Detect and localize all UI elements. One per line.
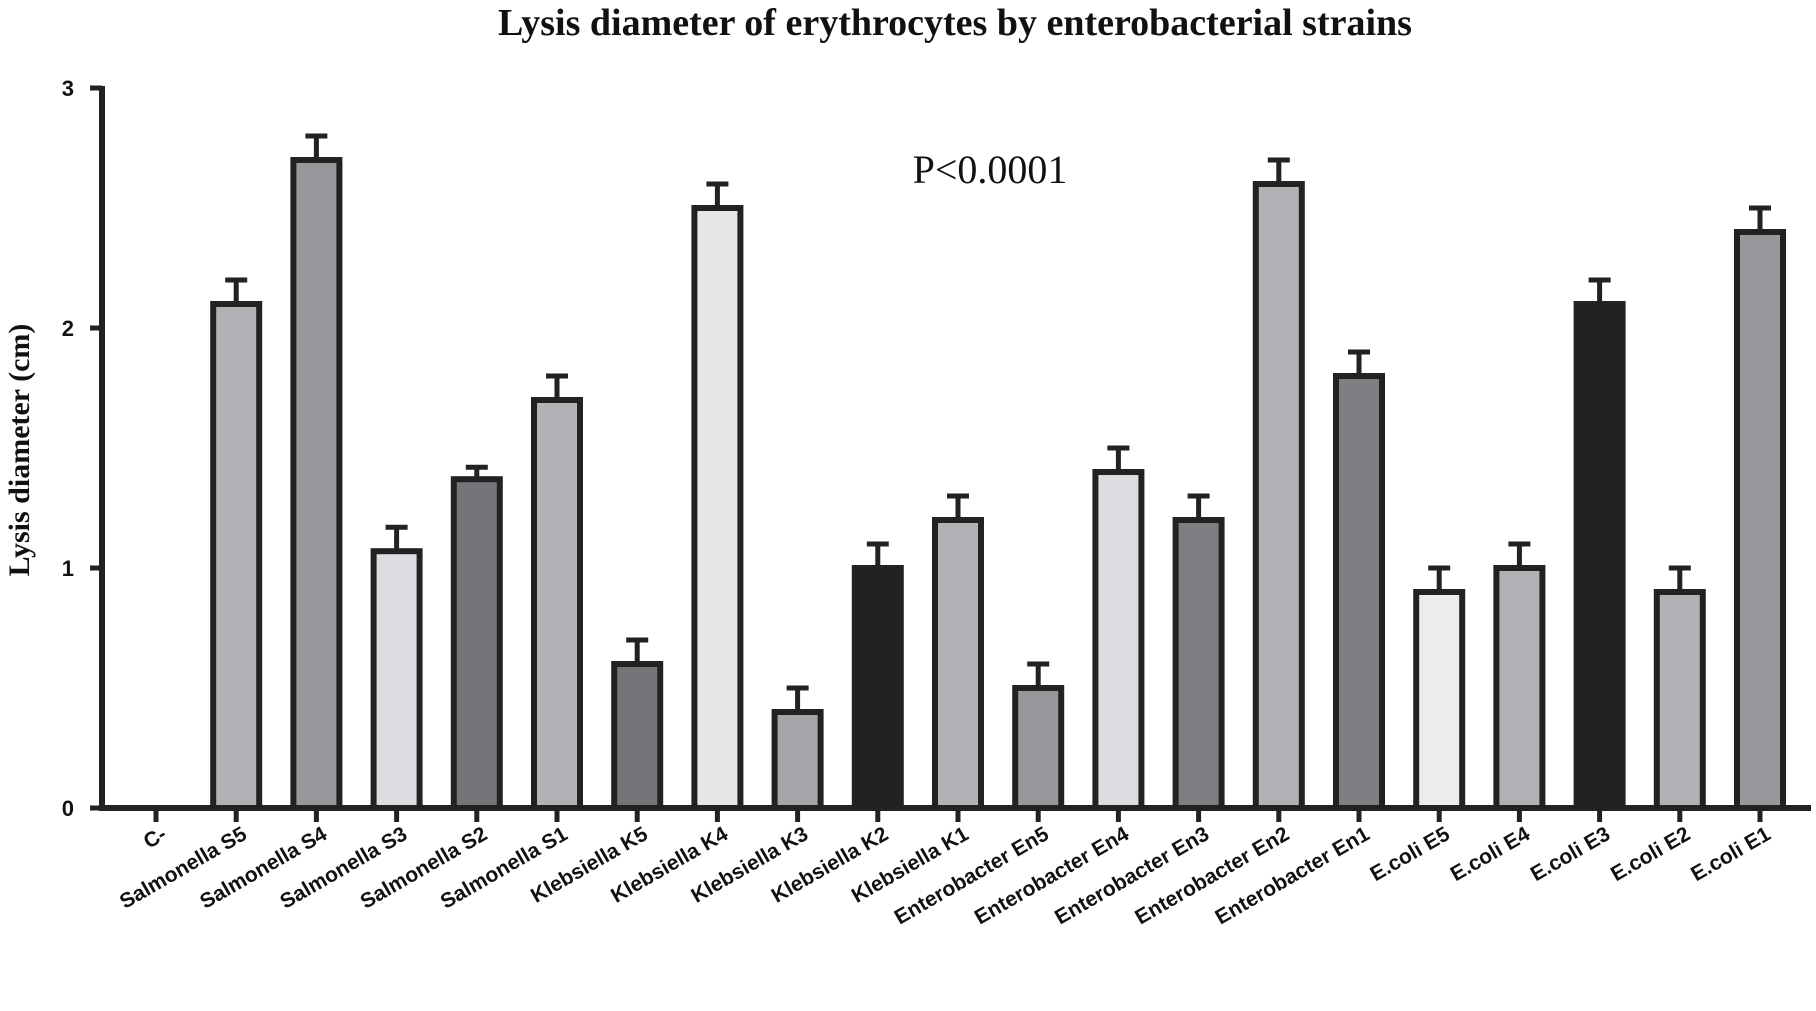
bar <box>1012 685 1065 811</box>
bar <box>1333 373 1385 811</box>
y-tick-label: 0 <box>62 796 74 821</box>
bar <box>611 661 664 811</box>
bar <box>1653 589 1706 811</box>
p-value-annotation: P<0.0001 <box>913 147 1068 192</box>
y-tick-label: 3 <box>62 76 74 101</box>
bar <box>1573 301 1626 811</box>
bar <box>450 476 503 811</box>
x-tick-label: E.coli E1 <box>1687 822 1775 886</box>
bar <box>1734 229 1786 811</box>
error-bars <box>225 133 1771 712</box>
bar <box>1252 181 1305 811</box>
bar <box>1413 589 1466 811</box>
bars <box>210 157 1786 811</box>
x-tick-label: C- <box>140 822 171 853</box>
bar <box>370 548 423 811</box>
y-axis-ticks: 0 1 2 3 <box>62 76 102 821</box>
x-tick-label: E.coli E5 <box>1366 822 1454 886</box>
bar <box>290 157 343 811</box>
bar <box>1493 565 1546 811</box>
bar <box>771 709 824 811</box>
bar <box>210 301 263 811</box>
bar <box>691 205 744 811</box>
x-tick-label: E.coli E3 <box>1527 822 1614 886</box>
x-tick-label: E.coli E4 <box>1447 822 1535 886</box>
chart-title: Lysis diameter of erythrocytes by entero… <box>498 2 1412 44</box>
bar <box>1092 469 1145 811</box>
bar <box>1172 517 1225 811</box>
x-tick-label: E.coli E2 <box>1607 822 1694 886</box>
x-tick-label: Enterobacter En1 <box>1211 822 1373 929</box>
bar <box>932 517 984 811</box>
bar <box>851 565 904 811</box>
y-tick-label: 2 <box>62 316 74 341</box>
y-tick-label: 1 <box>62 556 74 581</box>
bar <box>531 397 583 811</box>
y-axis-label: Lysis diameter (cm) <box>3 324 36 577</box>
